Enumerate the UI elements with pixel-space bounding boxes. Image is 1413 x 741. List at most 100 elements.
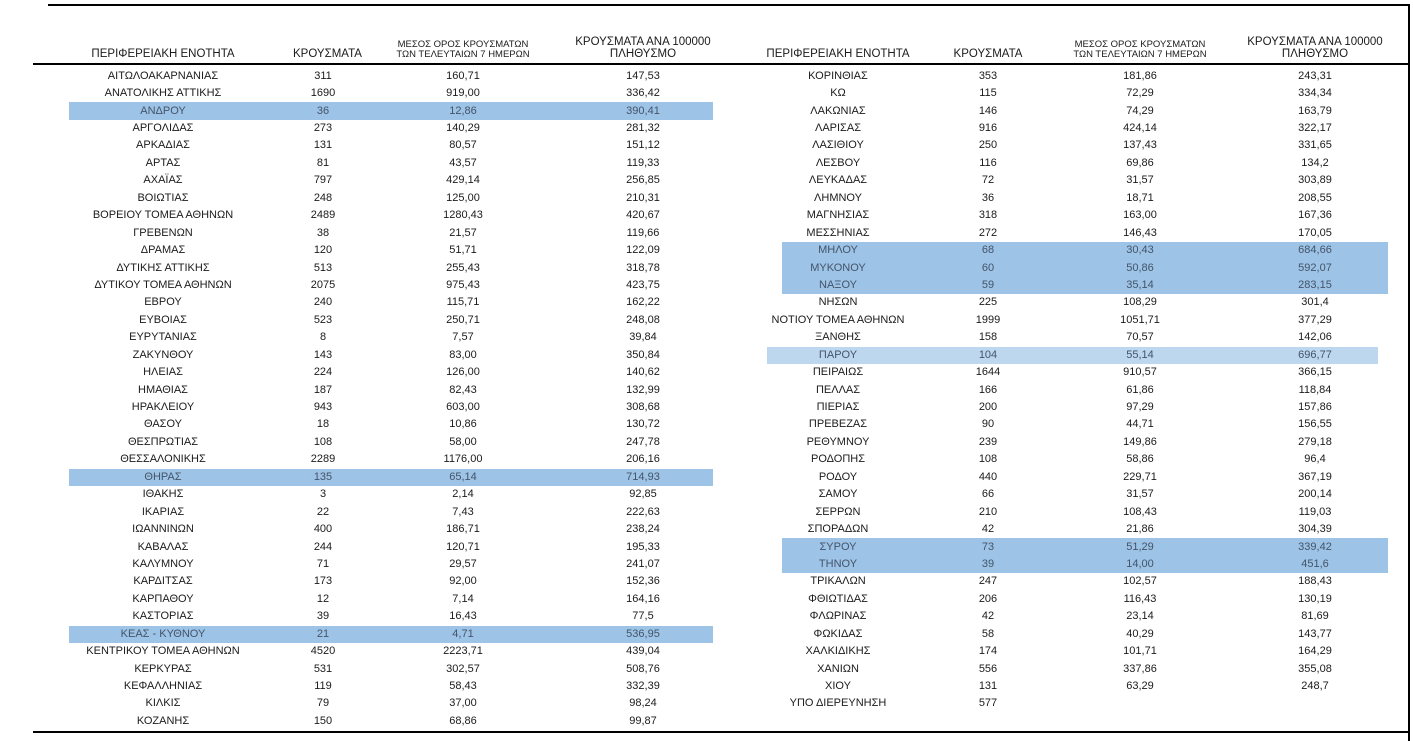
per100k-cell: 119,03 [1298, 505, 1332, 518]
cases-cell: 158 [978, 331, 998, 344]
table-row: ΑΡΤΑΣ 81 43,57 119,33 [33, 155, 713, 172]
avg7-cell: 80,57 [449, 139, 477, 152]
region-cell: ΑΙΤΩΛΟΑΚΑΡΝΑΝΙΑΣ [107, 69, 219, 82]
avg7-cell: 74,29 [1126, 104, 1154, 117]
region-cell: ΚΕΡΚΥΡΑΣ [134, 662, 192, 675]
cases-cell: 39 [981, 557, 995, 570]
avg7-cell: 31,57 [1126, 174, 1154, 187]
per100k-cell: 684,66 [1298, 244, 1332, 257]
cases-cell: 66 [981, 488, 995, 501]
avg7-cell: 115,71 [446, 296, 480, 309]
cases-cell: 240 [313, 296, 333, 309]
per100k-cell: 157,86 [1298, 401, 1332, 414]
per100k-cell: 420,67 [626, 209, 660, 222]
per100k-cell: 304,39 [1298, 523, 1332, 536]
table-row: ΘΕΣΣΑΛΟΝΙΚΗΣ 2289 1176,00 206,16 [33, 451, 713, 468]
cases-cell: 71 [316, 557, 330, 570]
cases-cell: 72 [981, 174, 995, 187]
per100k-cell: 200,14 [1298, 488, 1332, 501]
avg7-cell: 255,43 [446, 261, 480, 274]
table-row: ΛΑΡΙΣΑΣ 916 424,14 322,17 [740, 120, 1390, 137]
column-header-per-100000: ΚΡΟΥΣΜΑΤΑ ΑΝΑ 100000 ΠΛΗΘΥΣΜΟ [1247, 35, 1383, 60]
table-row: ΚΟΡΙΝΘΙΑΣ 353 181,86 243,31 [740, 68, 1390, 85]
per100k-cell: 167,36 [1298, 209, 1332, 222]
cases-cell: 400 [313, 523, 333, 536]
avg7-cell: 10,86 [449, 418, 477, 431]
table-row: ΙΩΑΝΝΙΝΩΝ 400 186,71 238,24 [33, 521, 713, 538]
region-cell: ΠΡΕΒΕΖΑΣ [808, 418, 868, 431]
region-cell: ΦΩΚΙΔΑΣ [813, 627, 863, 640]
cases-cell: 3 [319, 488, 327, 501]
avg7-cell: 125,00 [446, 191, 480, 204]
avg7-cell: 120,71 [446, 540, 480, 553]
cases-cell: 36 [316, 104, 330, 117]
per100k-cell: 334,34 [1298, 87, 1332, 100]
avg7-cell: 21,57 [449, 226, 477, 239]
per100k-cell: 248,08 [626, 313, 660, 326]
region-cell: ΧΙΟΥ [825, 680, 851, 693]
table-row: ΤΗΝΟΥ 39 14,00 451,6 [740, 555, 1390, 574]
per100k-cell: 350,84 [626, 348, 660, 361]
table-row: ΦΛΩΡΙΝΑΣ 42 23,14 81,69 [740, 608, 1390, 625]
avg7-cell: 97,29 [1126, 401, 1154, 414]
avg7-cell: 229,71 [1123, 470, 1157, 483]
region-cell: ΑΝΑΤΟΛΙΚΗΣ ΑΤΤΙΚΗΣ [104, 87, 222, 100]
per100k-cell: 96,4 [1304, 453, 1326, 466]
region-cell: ΕΒΡΟΥ [144, 296, 182, 309]
avg7-cell: 108,29 [1123, 296, 1157, 309]
per100k-cell: 118,84 [1298, 383, 1332, 396]
region-cell: ΔΥΤΙΚΟΥ ΤΟΜΕΑ ΑΘΗΝΩΝ [94, 278, 232, 291]
cases-cell: 22 [316, 505, 330, 518]
cases-cell: 200 [978, 401, 998, 414]
per100k-cell: 592,07 [1298, 261, 1332, 274]
avg7-cell: 424,14 [1123, 122, 1157, 135]
left-table-header: ΠΕΡΙΦΕΡΕΙΑΚΗ ΕΝΟΤΗΤΑ ΚΡΟΥΣΜΑΤΑ ΜΕΣΟΣ ΟΡΟ… [33, 26, 713, 63]
per100k-cell: 77,5 [632, 610, 654, 623]
region-cell: ΦΛΩΡΙΝΑΣ [809, 610, 867, 623]
table-row: ΚΩ 115 72,29 334,34 [740, 85, 1390, 102]
avg7-cell: 50,86 [1126, 261, 1154, 274]
table-row: ΚΕΝΤΡΙΚΟΥ ΤΟΜΕΑ ΑΘΗΝΩΝ 4520 2223,71 439,04 [33, 643, 713, 660]
cases-cell: 577 [978, 697, 998, 710]
avg7-cell: 30,43 [1126, 244, 1154, 257]
avg7-cell: 101,71 [1123, 645, 1157, 658]
cases-cell: 18 [316, 418, 330, 431]
per100k-cell: 151,12 [626, 139, 660, 152]
table-row: ΡΕΘΥΜΝΟΥ 239 149,86 279,18 [740, 434, 1390, 451]
region-cell: ΚΕΦΑΛΛΗΝΙΑΣ [123, 680, 203, 693]
cases-cell: 174 [978, 645, 998, 658]
table-row: ΞΑΝΘΗΣ 158 70,57 142,06 [740, 329, 1390, 346]
table-row: ΤΡΙΚΑΛΩΝ 247 102,57 188,43 [740, 573, 1390, 590]
per100k-cell: 170,05 [1298, 226, 1332, 239]
per100k-cell: 162,22 [626, 296, 660, 309]
table-row: ΚΟΖΑΝΗΣ 150 68,86 99,87 [33, 713, 713, 730]
table-row: ΡΟΔΟΠΗΣ 108 58,86 96,4 [740, 451, 1390, 468]
table-row: ΧΙΟΥ 131 63,29 248,7 [740, 678, 1390, 695]
table-row: ΣΑΜΟΥ 66 31,57 200,14 [740, 486, 1390, 503]
avg7-cell: 21,86 [1126, 523, 1154, 536]
cases-cell: 1999 [975, 313, 1001, 326]
cases-cell: 150 [313, 714, 333, 727]
avg7-cell: 337,86 [1123, 662, 1157, 675]
region-cell: ΚΩ [830, 87, 846, 100]
table-row: ΕΥΡΥΤΑΝΙΑΣ 8 7,57 39,84 [33, 329, 713, 346]
cases-cell: 173 [313, 575, 333, 588]
table-bottom-rule [33, 731, 1408, 733]
region-cell: ΔΡΑΜΑΣ [140, 244, 186, 257]
avg7-cell: 65,14 [449, 470, 477, 483]
avg7-cell: 429,14 [446, 174, 480, 187]
cases-cell: 272 [978, 226, 998, 239]
cases-cell: 244 [313, 540, 333, 553]
region-cell: ΛΑΡΙΣΑΣ [814, 122, 861, 135]
cases-cell: 916 [978, 122, 998, 135]
avg7-cell: 44,71 [1126, 418, 1154, 431]
region-cell: ΗΡΑΚΛΕΙΟΥ [131, 401, 195, 414]
table-row: ΚΕΦΑΛΛΗΝΙΑΣ 119 58,43 332,39 [33, 678, 713, 695]
avg7-cell: 116,43 [1123, 592, 1157, 605]
cases-cell: 250 [978, 139, 998, 152]
cases-cell: 225 [978, 296, 998, 309]
avg7-cell: 40,29 [1126, 627, 1154, 640]
cases-cell: 556 [978, 662, 998, 675]
avg7-cell: 92,00 [449, 575, 477, 588]
per100k-cell: 143,77 [1298, 627, 1332, 640]
